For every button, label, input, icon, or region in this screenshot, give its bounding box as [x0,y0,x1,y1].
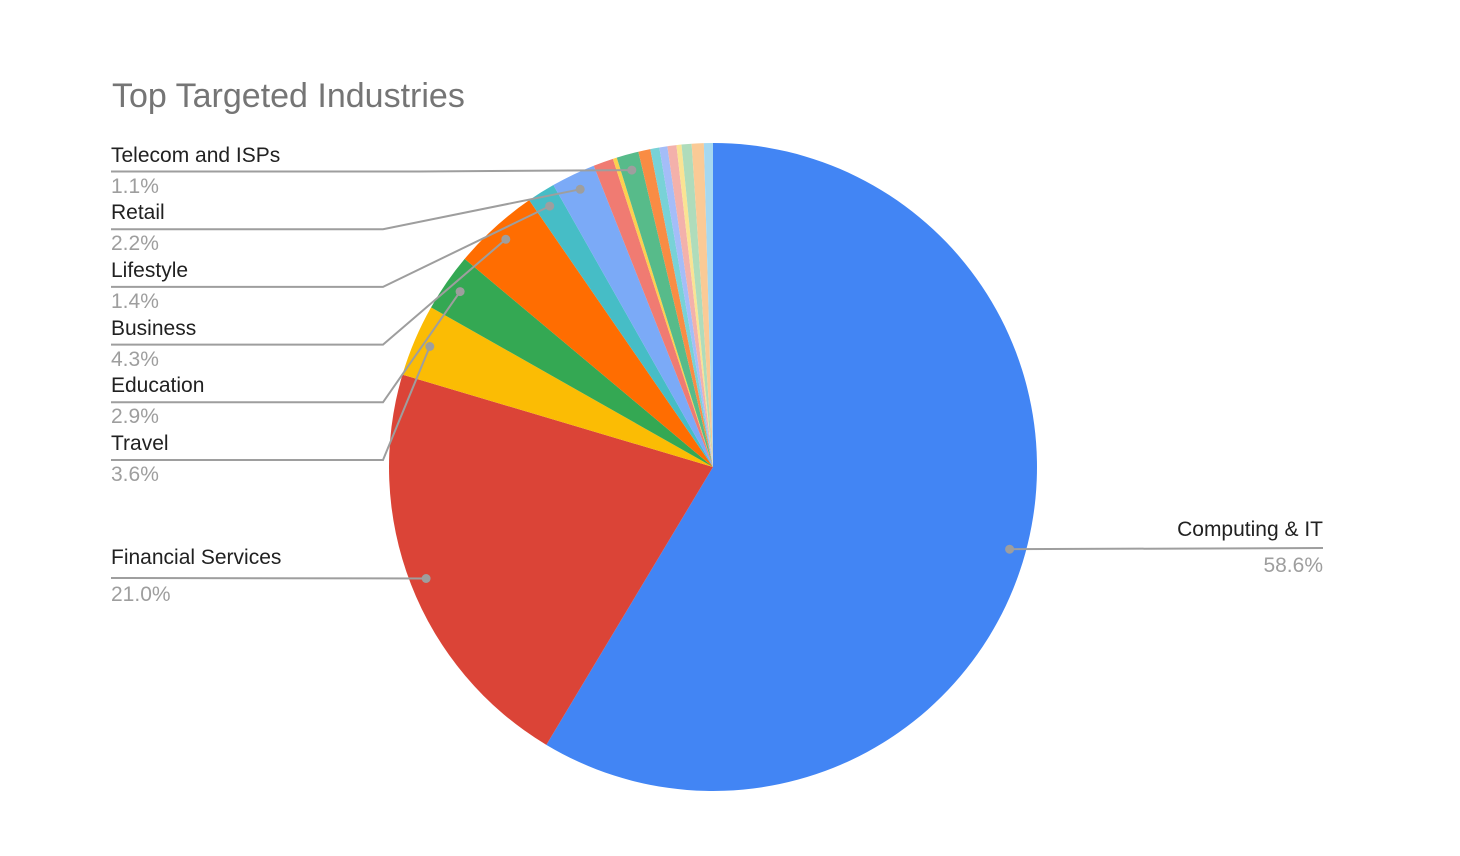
callout-label-lifestyle: Lifestyle [111,258,189,282]
leader-line-telecom-and-isps [111,169,632,173]
leader-line-retail [111,188,581,231]
callout-label-business: Business [111,316,197,340]
pie-slice-education[interactable] [431,258,713,467]
callout-pct-education: 2.9% [111,405,159,429]
leader-line-computing-it [1009,547,1324,551]
leader-dot-computing-it [1005,544,1015,554]
callout-pct-financial-services: 21.0% [111,583,171,606]
callout-label-education: Education [111,374,205,398]
pie-slice-business[interactable] [464,200,713,467]
callout-pct-telecom-and-isps: 1.1% [111,174,159,198]
pie-slice-telecom-and-isps[interactable] [616,151,713,467]
leader-dot-financial-services [421,574,431,583]
pie-slice-unlabeled-16[interactable] [691,143,713,467]
leader-line-financial-services [110,577,427,580]
leader-line-business [111,238,507,346]
leader-line-travel [111,346,431,461]
leader-dot-travel [425,342,435,351]
callout-label-travel: Travel [111,432,169,455]
pie-slice-computing-it[interactable] [546,143,1037,792]
pie-slice-unlabeled-13[interactable] [667,145,713,467]
pie-slice-unlabeled-11[interactable] [650,147,713,468]
leader-line-education [111,291,461,404]
pie-slice-unlabeled-17[interactable] [703,143,713,467]
callout-pct-travel: 3.6% [111,463,159,486]
pie-slice-unlabeled-8[interactable] [612,157,713,467]
leader-dot-retail [575,184,585,194]
pie-slice-unlabeled-7[interactable] [593,158,713,468]
callout-label-financial-services: Financial Services [111,546,282,569]
leader-dot-lifestyle [545,201,555,211]
leader-dot-telecom-and-isps [627,165,637,175]
pie-slice-lifestyle[interactable] [529,185,713,467]
pie-slice-unlabeled-12[interactable] [659,146,713,468]
callout-label-telecom-and-isps: Telecom and ISPs [111,143,281,167]
callout-label-computing-it: Computing & IT [1177,518,1323,541]
callout-pct-lifestyle: 1.4% [111,289,159,313]
leader-dot-education [455,287,465,297]
pie-slice-retail[interactable] [553,165,713,467]
leader-dot-business [501,234,511,244]
chart-title: Top Targeted Industries [112,77,465,115]
callout-pct-business: 4.3% [111,347,159,371]
pie-slice-unlabeled-10[interactable] [638,149,713,467]
callout-pct-retail: 2.2% [111,232,159,256]
callout-label-retail: Retail [111,201,165,225]
leader-line-lifestyle [111,205,551,288]
pie-slice-financial-services[interactable] [388,374,713,745]
pie-slice-travel[interactable] [402,307,713,467]
callout-pct-computing-it: 58.6% [1263,554,1323,577]
pie-slice-unlabeled-14[interactable] [676,144,713,468]
pie-slice-unlabeled-15[interactable] [681,143,714,467]
